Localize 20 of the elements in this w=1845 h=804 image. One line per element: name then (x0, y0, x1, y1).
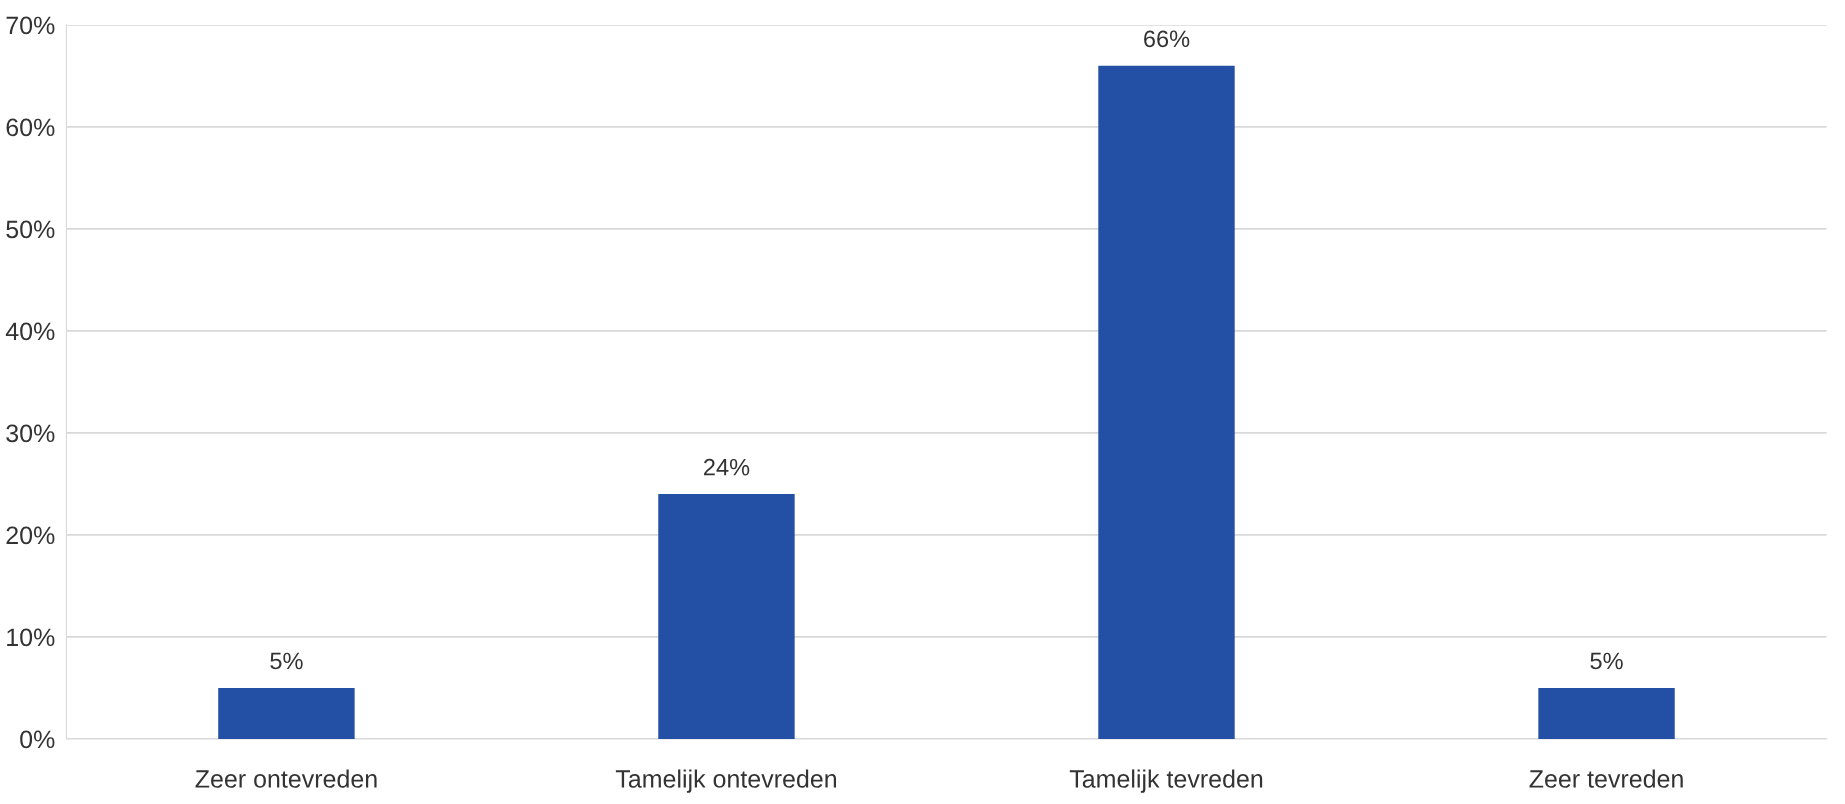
data-label: 5% (270, 652, 303, 670)
data-label: 66% (1144, 30, 1190, 48)
y-tick-label: 10% (7, 628, 55, 647)
bar (658, 494, 795, 739)
y-tick-label: 40% (5, 322, 55, 341)
data-label: 5% (1590, 652, 1623, 670)
y-tick-label: 30% (6, 424, 55, 443)
y-tick-label: 50% (6, 220, 55, 239)
x-tick-label: Zeer ontevreden (195, 769, 377, 788)
y-tick-label: 70% (6, 16, 55, 35)
y-tick-label: 0% (20, 730, 55, 749)
y-tick-label: 20% (6, 526, 55, 545)
x-tick-label: Zeer tevreden (1529, 769, 1683, 788)
x-tick-label: Tamelijk ontevreden (615, 769, 837, 793)
bar (1538, 687, 1675, 739)
bar (218, 687, 355, 739)
y-tick-label: 60% (6, 118, 55, 137)
x-tick-label: Tamelijk tevreden (1069, 769, 1263, 793)
bar (1098, 65, 1235, 739)
data-label: 24% (704, 458, 750, 476)
